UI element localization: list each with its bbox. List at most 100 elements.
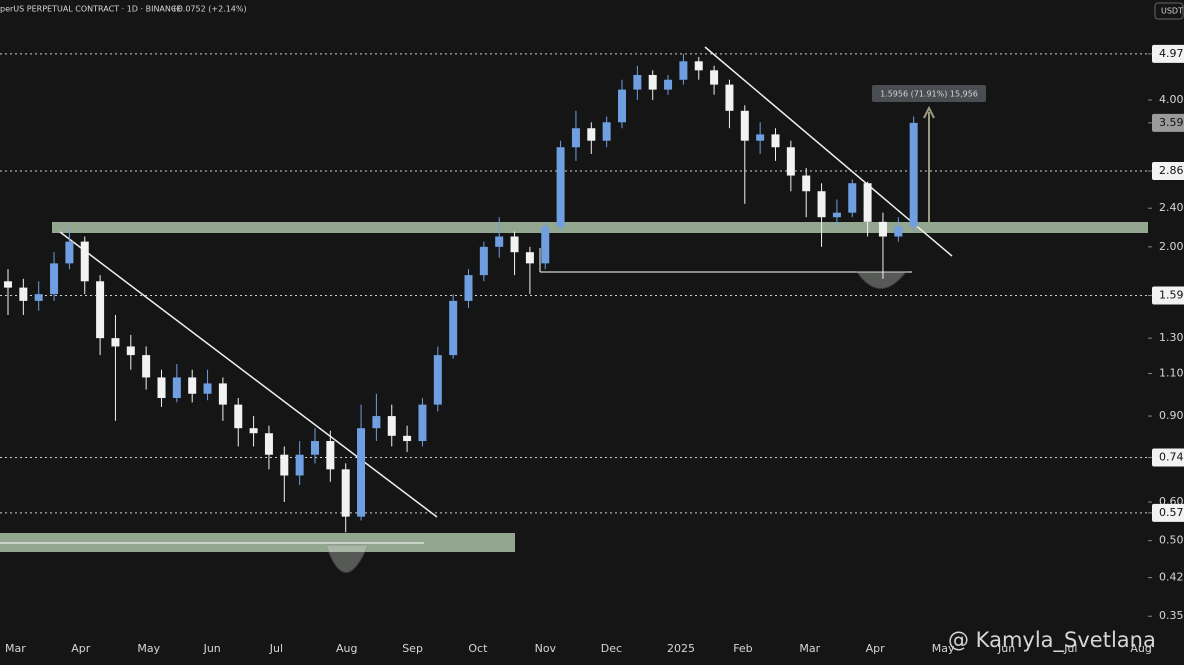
y-tick-label: 4.97	[1159, 47, 1184, 60]
candle-body	[80, 241, 89, 282]
candle-body	[403, 435, 412, 442]
x-tick-label: Jun	[997, 642, 1015, 655]
x-tick-label: Sep	[402, 642, 423, 655]
x-tick-label: Dec	[601, 642, 622, 655]
y-tick-label: 0.42	[1159, 571, 1184, 584]
candle-body	[694, 61, 703, 71]
candle-body	[311, 441, 319, 455]
x-tick-label: Apr	[71, 642, 91, 655]
candle-body	[172, 377, 181, 399]
x-tick-label: 2025	[667, 642, 695, 655]
candle-body	[387, 416, 396, 436]
candle-body	[909, 122, 918, 227]
candle-body	[65, 241, 74, 264]
candle-body	[710, 70, 719, 85]
currency: USDT	[1161, 7, 1183, 16]
axis: 4.97 4.00 3.59 2.86 2.40 2.00 1.59 1.30 1.10 0.90…	[5, 44, 1184, 655]
candle-body	[249, 428, 258, 434]
candle-body	[142, 355, 151, 378]
candle-body	[218, 383, 227, 405]
candle-body	[541, 226, 550, 264]
x-tick-label: Aug	[1130, 642, 1151, 655]
y-tick-label: 2.00	[1159, 240, 1184, 253]
candle-body	[587, 128, 596, 141]
candle-body	[495, 236, 504, 247]
x-tick-label: May	[932, 642, 955, 655]
price-tag	[1152, 162, 1184, 181]
candle-body	[19, 287, 28, 301]
candle-body	[756, 134, 765, 141]
candle-body	[234, 404, 243, 429]
x-tick-label: Jul	[1063, 642, 1077, 655]
y-tick-label: 0.90	[1159, 409, 1184, 422]
change: +0.0752 (+2.14%)	[171, 5, 247, 14]
watermark: @ Kamyla_Svetlana	[948, 628, 1156, 653]
y-tick-label: 0.74	[1159, 451, 1184, 464]
candle-body	[802, 175, 811, 192]
symbol: perUS PERPETUAL CONTRACT · 1D · BINANCE	[0, 5, 182, 14]
candle-body	[556, 147, 565, 227]
candle-body	[4, 281, 12, 288]
price-tag	[1152, 44, 1184, 63]
candle-body	[479, 246, 488, 276]
candle-body	[863, 183, 872, 222]
candle-body	[188, 377, 197, 394]
measure-box	[872, 85, 986, 102]
resistance-zone	[52, 222, 1150, 233]
candle-body	[510, 236, 519, 253]
candle-body	[878, 221, 887, 237]
candle-body	[203, 383, 212, 394]
x-tick-label: Jul	[269, 642, 283, 655]
x-tick-label: Aug	[336, 642, 357, 655]
x-tick-label: Apr	[866, 642, 886, 655]
price-axis	[1148, 0, 1184, 665]
candle-body	[786, 147, 795, 176]
candle-body	[633, 74, 642, 90]
price-tag	[1152, 113, 1184, 132]
currency-box	[1154, 2, 1184, 20]
candle-body	[372, 416, 381, 429]
candle-body	[126, 346, 135, 356]
y-tick-label: 0.57	[1159, 506, 1184, 519]
y-tick-label: 2.86	[1159, 164, 1184, 177]
price-tag	[1152, 286, 1184, 305]
grid	[0, 53, 1148, 514]
candle-body	[295, 454, 304, 476]
x-tick-label: Oct	[468, 642, 488, 655]
candle-body	[418, 404, 427, 442]
candle-body	[34, 294, 43, 301]
candle-body	[264, 433, 273, 455]
candle-body	[433, 355, 442, 405]
y-tick-label: 4.00	[1159, 93, 1184, 106]
candle-body	[157, 377, 166, 399]
candle-body	[280, 454, 289, 476]
y-tick-label: 3.59	[1159, 116, 1184, 129]
x-tick-label: May	[137, 642, 160, 655]
measure-arrow	[923, 105, 935, 119]
x-tick-label: Mar	[5, 642, 26, 655]
y-tick-label: 2.40	[1159, 201, 1184, 214]
y-tick-label: 0.35	[1159, 609, 1184, 622]
candle-body	[894, 226, 903, 237]
y-tick-label: 1.10	[1159, 367, 1184, 380]
measure-label: 1.5956 (71.91%) 15,956	[880, 90, 978, 99]
candles	[4, 53, 918, 533]
trend-line	[59, 231, 438, 518]
candle-body	[464, 275, 473, 301]
candle-body	[341, 469, 350, 517]
candle-body	[357, 428, 366, 517]
candle-body	[679, 61, 688, 80]
x-tick-label: Nov	[535, 642, 557, 655]
candle-body	[602, 122, 611, 141]
candle-body	[817, 191, 826, 218]
x-tick-label: Mar	[799, 642, 820, 655]
candle-body	[648, 74, 657, 90]
candle-body	[326, 441, 335, 470]
candle-body	[832, 212, 841, 218]
candle-body	[664, 79, 673, 90]
candle-body	[50, 263, 59, 295]
x-tick-label: Jun	[203, 642, 221, 655]
bottom-arc	[856, 271, 908, 289]
